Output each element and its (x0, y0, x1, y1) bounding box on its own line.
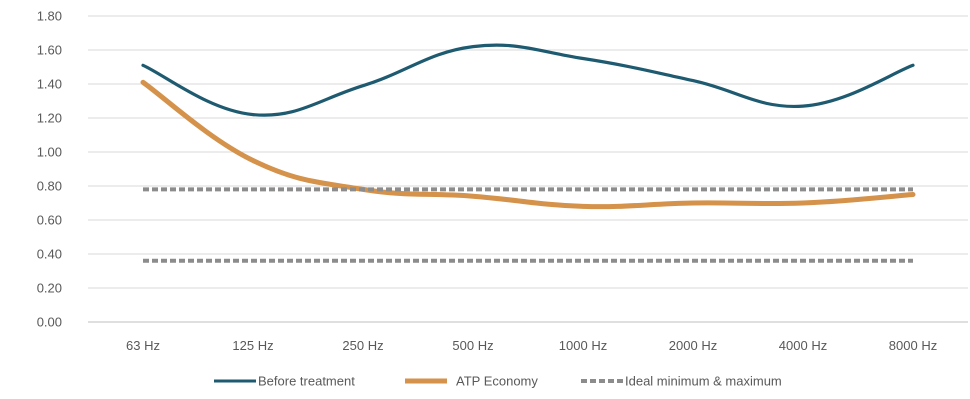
legend: Before treatment ATP Economy Ideal minimum… (214, 374, 782, 389)
series-lines (140, 43, 916, 263)
x-tick-label: 500 Hz (452, 338, 493, 353)
series-line-atp-economy (140, 79, 916, 210)
legend-label: Ideal minimum & maximum (625, 374, 782, 389)
y-tick-label: 0.40 (37, 247, 62, 262)
y-tick-label: 0.20 (37, 281, 62, 296)
x-tick-label: 8000 Hz (889, 338, 937, 353)
x-tick-label: 1000 Hz (559, 338, 607, 353)
x-tick-label: 63 Hz (126, 338, 160, 353)
y-tick-label: 1.80 (37, 9, 62, 24)
y-tick-label: 1.60 (37, 43, 62, 58)
gridlines (88, 15, 968, 323)
y-tick-label: 0.60 (37, 213, 62, 228)
y-tick-label: 0.00 (37, 315, 62, 330)
x-axis-ticks: 63 Hz 125 Hz 250 Hz 500 Hz 1000 Hz 2000 Hz 400… (126, 338, 937, 353)
y-tick-label: 1.00 (37, 145, 62, 160)
legend-label: Before treatment (258, 374, 355, 389)
legend-label: ATP Economy (456, 374, 538, 389)
x-tick-label: 250 Hz (342, 338, 383, 353)
y-tick-label: 1.40 (37, 77, 62, 92)
y-axis-ticks: 0.00 0.20 0.40 0.60 0.80 1.00 1.20 1.40 1.60 1.80 (37, 9, 62, 330)
x-tick-label: 4000 Hz (779, 338, 827, 353)
y-tick-label: 1.20 (37, 111, 62, 126)
x-tick-label: 125 Hz (232, 338, 273, 353)
y-tick-label: 0.80 (37, 179, 62, 194)
x-tick-label: 2000 Hz (669, 338, 717, 353)
series-line-before-treatment (141, 43, 915, 117)
